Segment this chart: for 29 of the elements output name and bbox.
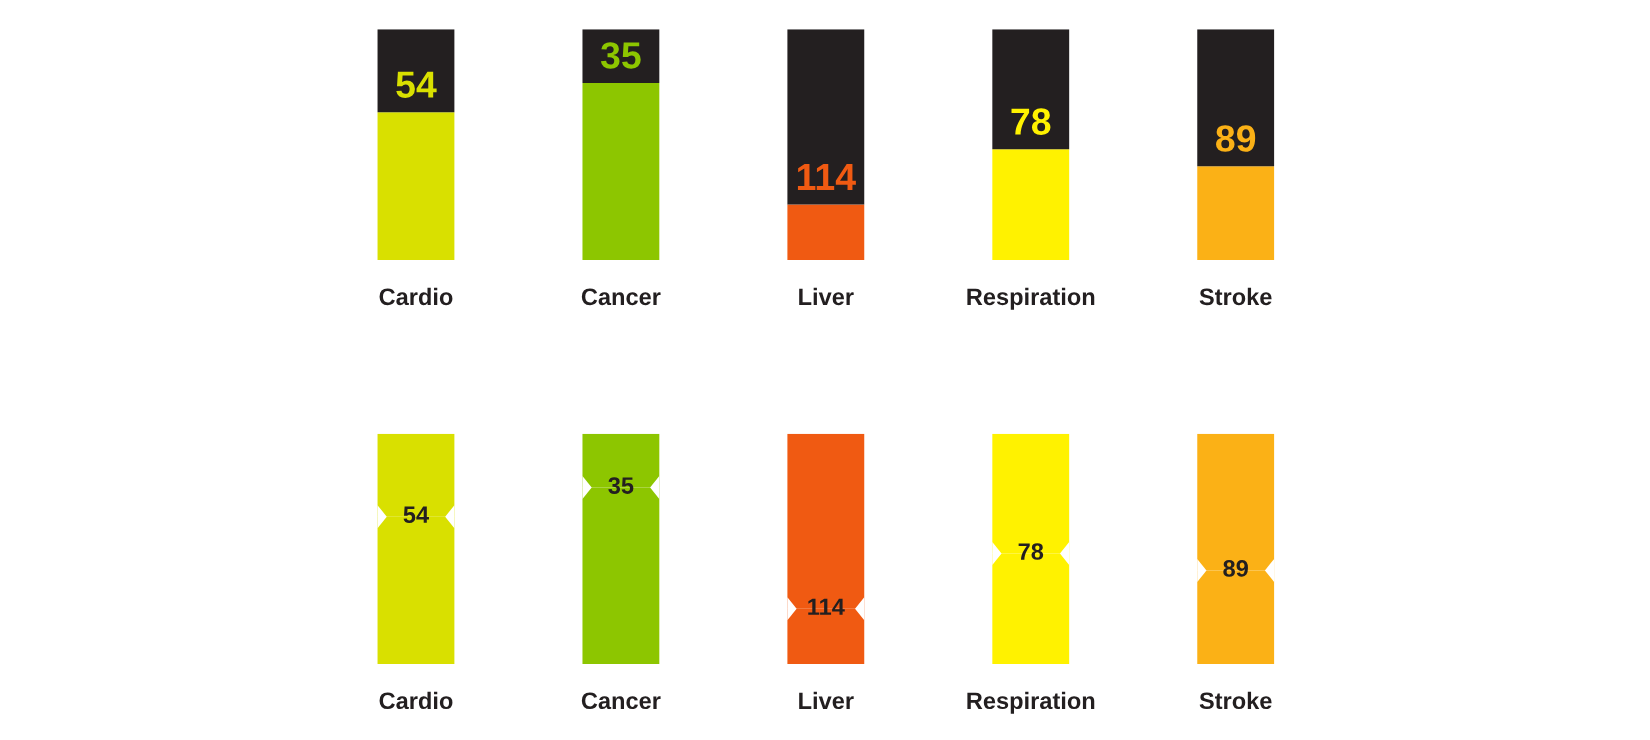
x-tick-label: Cardio	[379, 287, 453, 306]
bar	[992, 149, 1070, 261]
x-tick-label: Liver	[799, 287, 854, 306]
data-label: 89	[1223, 560, 1248, 577]
data-label: 114	[808, 598, 845, 615]
bar	[1197, 166, 1275, 261]
bar	[377, 112, 455, 261]
x-tick-label: Liver	[799, 691, 854, 710]
bar	[1197, 29, 1275, 167]
data-label: 78	[1011, 108, 1051, 135]
data-label: 78	[1018, 543, 1044, 560]
data-label: 54	[403, 506, 429, 524]
x-tick-label: Stroke	[1199, 691, 1272, 710]
bar	[787, 204, 865, 261]
bar	[992, 29, 1070, 150]
bar	[582, 83, 660, 261]
x-tick-label: Stroke	[1199, 287, 1272, 306]
data-label: 114	[797, 164, 856, 190]
x-tick-label: Respiration	[967, 287, 1095, 310]
bar	[787, 29, 865, 205]
data-label: 54	[396, 71, 437, 98]
x-tick-label: Cancer	[581, 288, 661, 306]
data-label: 35	[608, 477, 634, 494]
bar	[377, 29, 455, 113]
x-tick-label: Respiration	[967, 691, 1095, 714]
x-tick-label: Cancer	[581, 692, 661, 710]
x-tick-label: Cardio	[379, 691, 453, 710]
data-label: 35	[600, 42, 641, 69]
data-label: 89	[1216, 125, 1256, 152]
